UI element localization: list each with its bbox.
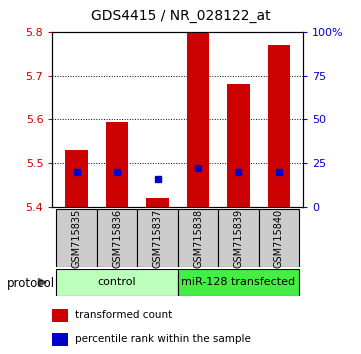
Bar (268, 45, 290, 207)
Bar (56, 209, 97, 267)
Bar (147, 198, 169, 207)
Text: GSM715839: GSM715839 (234, 209, 243, 268)
Bar (178, 269, 299, 296)
Bar (218, 209, 259, 267)
Bar (65, 150, 88, 207)
Bar (187, 32, 209, 207)
Bar (106, 122, 128, 207)
Bar (56, 269, 178, 296)
Bar (178, 209, 218, 267)
Text: protocol: protocol (7, 277, 55, 290)
Bar (97, 209, 137, 267)
Text: miR-128 transfected: miR-128 transfected (182, 277, 296, 287)
Text: GDS4415 / NR_028122_at: GDS4415 / NR_028122_at (91, 9, 270, 23)
Text: percentile rank within the sample: percentile rank within the sample (75, 335, 251, 344)
Text: GSM715835: GSM715835 (71, 209, 82, 268)
Text: GSM715836: GSM715836 (112, 209, 122, 268)
Text: control: control (98, 277, 136, 287)
Bar (137, 209, 178, 267)
Bar (52, 333, 68, 346)
Bar (259, 209, 299, 267)
Bar (227, 84, 249, 207)
Bar (52, 309, 68, 322)
Text: GSM715838: GSM715838 (193, 209, 203, 268)
Text: GSM715840: GSM715840 (274, 209, 284, 268)
Text: transformed count: transformed count (75, 310, 173, 320)
Text: GSM715837: GSM715837 (153, 209, 162, 268)
